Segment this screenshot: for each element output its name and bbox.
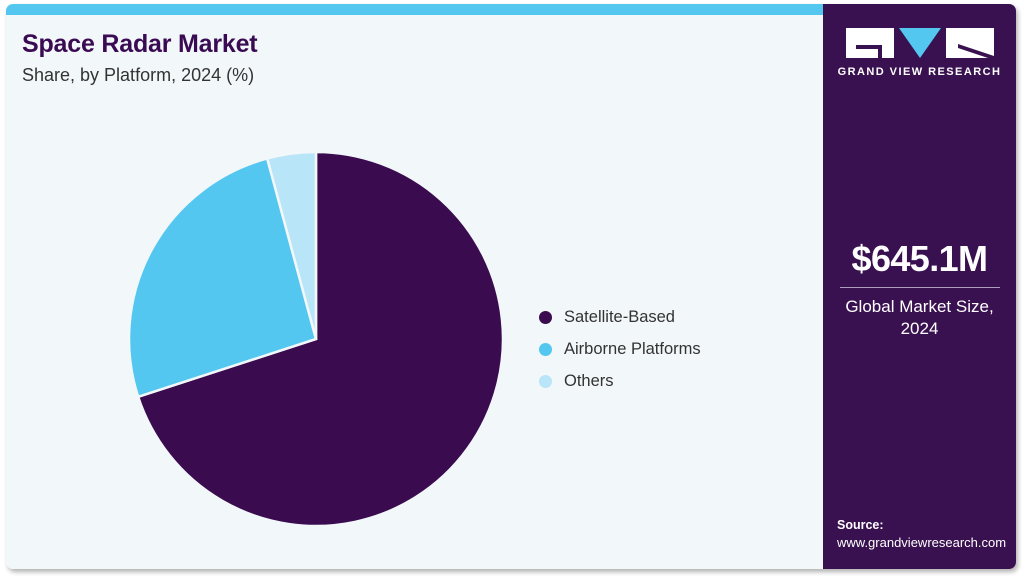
legend-swatch-icon <box>539 374 552 388</box>
brand-pane: GRAND VIEW RESEARCH $645.1M Global Marke… <box>823 4 1016 569</box>
pie-chart-svg <box>128 151 504 527</box>
brand-wordmark: GRAND VIEW RESEARCH <box>837 66 1002 78</box>
infographic-card: Space Radar Market Share, by Platform, 2… <box>6 4 1016 569</box>
gvr-logo-icon <box>845 28 994 58</box>
source-url[interactable]: www.grandviewresearch.com <box>837 535 1007 551</box>
source-block: Source: www.grandviewresearch.com <box>837 516 1016 552</box>
legend-swatch-icon <box>539 342 552 356</box>
legend-item-label: Airborne Platforms <box>564 339 701 358</box>
source-label: Source: <box>837 518 884 533</box>
pie-slice[interactable] <box>128 156 318 399</box>
legend-item[interactable]: Airborne Platforms <box>539 333 779 365</box>
legend-item-label: Others <box>564 371 614 390</box>
market-size-stat: $645.1M Global Market Size, 2024 <box>823 240 1016 341</box>
chart-legend: Satellite-Based Airborne Platforms Others <box>539 301 779 397</box>
page-title: Space Radar Market <box>22 30 258 58</box>
pie-chart <box>128 151 504 527</box>
heading-block: Space Radar Market Share, by Platform, 2… <box>22 30 258 86</box>
legend-item[interactable]: Satellite-Based <box>539 301 779 333</box>
market-size-caption: Global Market Size, 2024 <box>845 296 994 339</box>
legend-swatch-icon <box>539 310 552 324</box>
legend-item-label: Satellite-Based <box>564 307 675 326</box>
market-size-value: $645.1M <box>851 238 989 279</box>
stat-divider <box>839 286 1000 288</box>
page-subtitle: Share, by Platform, 2024 (%) <box>22 64 255 85</box>
legend-item[interactable]: Others <box>539 365 779 397</box>
top-accent-bar <box>6 4 823 15</box>
pie-slice[interactable] <box>265 151 318 340</box>
pie-slice[interactable] <box>136 151 504 527</box>
chart-pane: Space Radar Market Share, by Platform, 2… <box>6 15 823 569</box>
brand-logo: GRAND VIEW RESEARCH <box>823 28 1016 78</box>
